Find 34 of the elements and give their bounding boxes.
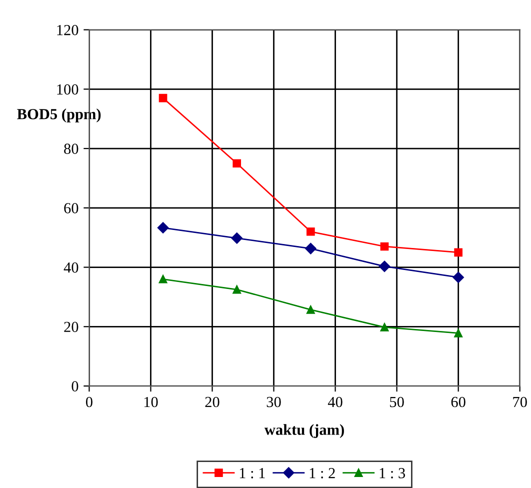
y-tick-label: 20	[64, 322, 78, 332]
point	[158, 274, 168, 284]
legend-label: 1 : 1	[240, 468, 265, 478]
legend-label: 1 : 2	[310, 468, 335, 478]
point	[305, 242, 316, 254]
point	[378, 260, 390, 272]
x-tick-label: 40	[328, 396, 342, 408]
x-tick-label: 70	[513, 396, 527, 408]
point	[454, 248, 462, 257]
y-tick-label: 40	[64, 262, 78, 273]
legend-label: 1 : 3	[380, 468, 406, 478]
x-tick-label: 30	[266, 396, 281, 408]
point	[231, 232, 242, 244]
point	[452, 272, 464, 283]
x-tick-label: 50	[390, 396, 404, 408]
point	[380, 242, 389, 251]
y-tick-label: 60	[64, 203, 78, 214]
y-tick-label: 120	[57, 24, 78, 36]
point	[157, 222, 169, 234]
y-tick-label: 0	[72, 381, 78, 392]
point	[306, 306, 315, 314]
point	[232, 285, 242, 294]
point	[232, 159, 242, 168]
x-tick-label: 10	[144, 396, 158, 408]
x-axis-title: waktu (jam)	[264, 424, 344, 438]
x-tick-label: 0	[86, 396, 92, 408]
y-tick-label: 80	[64, 144, 78, 154]
x-tick-label: 60	[451, 396, 466, 408]
x-tick-label: 20	[205, 396, 220, 408]
point	[454, 329, 462, 338]
point	[380, 323, 389, 332]
point	[306, 227, 315, 236]
point	[158, 94, 168, 102]
y-tick-label: 100	[57, 84, 78, 95]
